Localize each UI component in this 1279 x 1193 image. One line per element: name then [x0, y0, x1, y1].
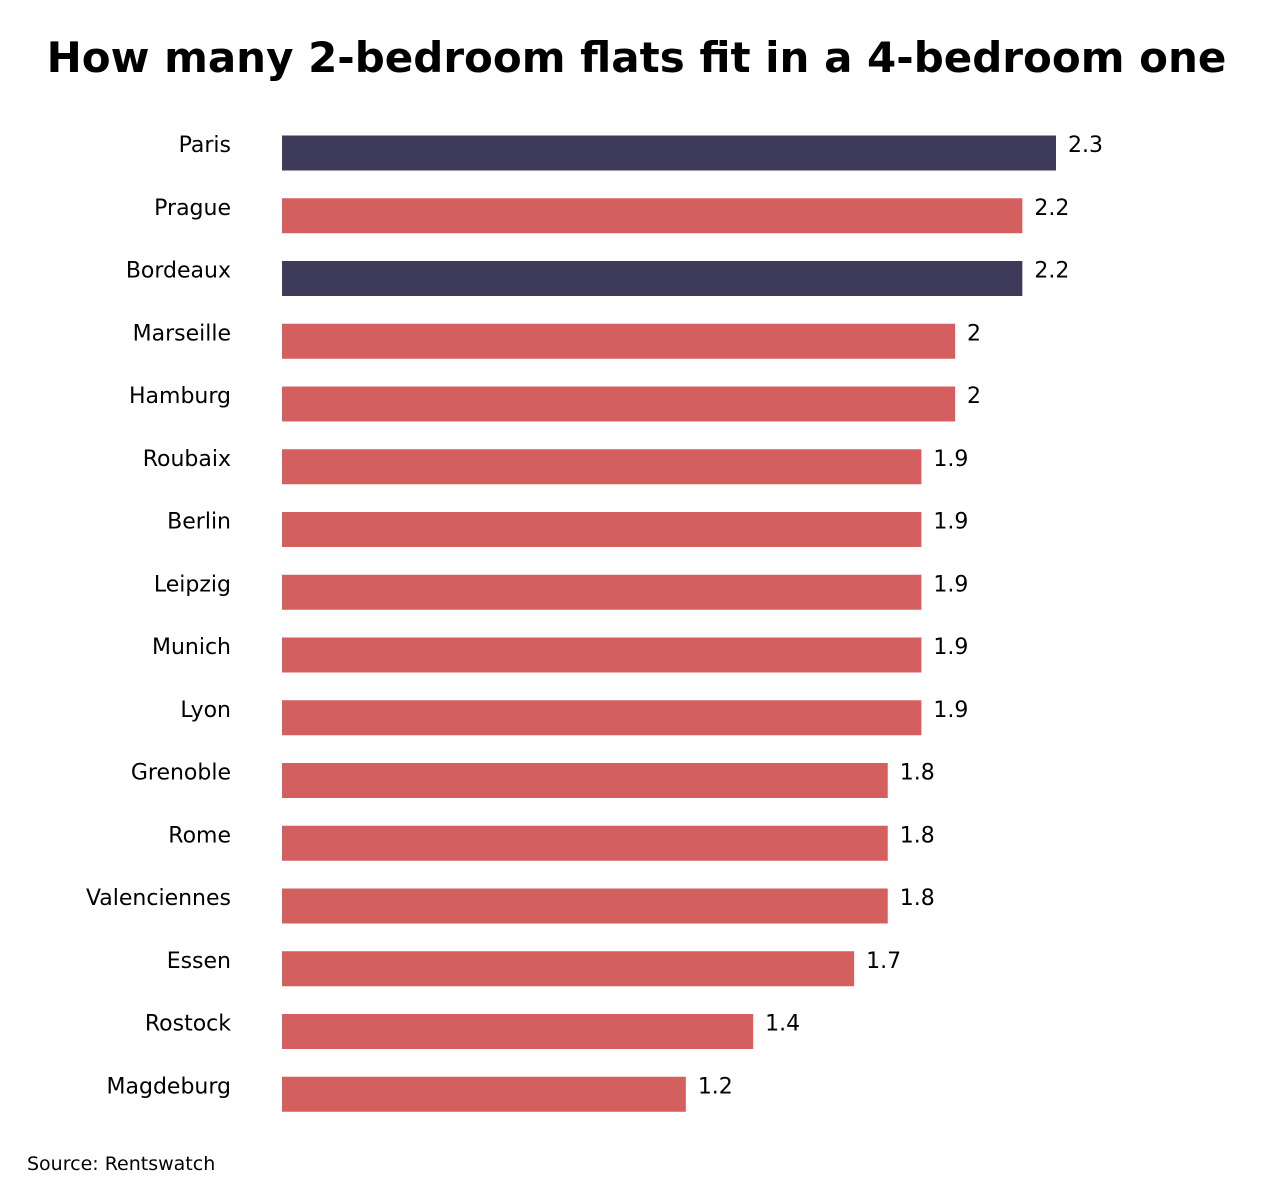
bar-grenoble [282, 763, 888, 798]
bar-berlin [282, 512, 922, 547]
category-label-lyon: Lyon [180, 698, 231, 723]
category-label-hamburg: Hamburg [129, 384, 231, 409]
category-label-rostock: Rostock [145, 1012, 231, 1037]
bar-magdeburg [282, 1076, 686, 1112]
value-label-berlin: 1.9 [933, 510, 968, 535]
bar-essen [282, 951, 855, 987]
bar-bordeaux [282, 261, 1023, 296]
value-label-essen: 1.7 [866, 949, 901, 974]
value-label-leipzig: 1.9 [933, 572, 968, 597]
value-label-magdeburg: 1.2 [698, 1074, 733, 1099]
value-label-grenoble: 1.8 [900, 761, 935, 786]
category-label-munich: Munich [152, 635, 231, 660]
bar-paris [282, 135, 1056, 171]
bar-marseille [282, 323, 956, 359]
value-label-munich: 1.9 [933, 635, 968, 660]
category-label-grenoble: Grenoble [131, 761, 231, 786]
value-label-marseille: 2 [967, 321, 981, 346]
value-label-rostock: 1.4 [765, 1012, 800, 1037]
category-label-berlin: Berlin [167, 510, 231, 535]
category-label-essen: Essen [167, 949, 231, 974]
category-label-rome: Rome [168, 823, 231, 848]
category-label-prague: Prague [154, 196, 231, 221]
bar-roubaix [282, 449, 922, 485]
value-label-paris: 2.3 [1068, 133, 1103, 158]
value-label-hamburg: 2 [967, 384, 981, 409]
category-label-roubaix: Roubaix [143, 447, 231, 472]
category-label-leipzig: Leipzig [154, 572, 231, 597]
bar-leipzig [282, 574, 922, 610]
value-label-bordeaux: 2.2 [1034, 259, 1069, 284]
bar-hamburg [282, 386, 956, 422]
bar-munich [282, 637, 922, 673]
value-label-roubaix: 1.9 [933, 447, 968, 472]
source-note: Source: Rentswatch [27, 1153, 216, 1175]
bar-valenciennes [282, 888, 888, 924]
bar-lyon [282, 700, 922, 736]
value-label-valenciennes: 1.8 [900, 886, 935, 911]
category-label-valenciennes: Valenciennes [86, 886, 231, 911]
category-label-paris: Paris [179, 133, 231, 158]
category-label-bordeaux: Bordeaux [126, 259, 231, 284]
labels-layer: Paris 2.3 Prague 2.2 Bordeaux 2.2 Marseille 2 Ha… [86, 133, 1103, 1099]
category-label-marseille: Marseille [133, 321, 231, 346]
bar-rome [282, 825, 888, 861]
bars-layer [282, 135, 1056, 1112]
chart-title: How many 2-bedroom flats fit in a 4-bedr… [46, 33, 1227, 82]
value-label-lyon: 1.9 [933, 698, 968, 723]
category-label-magdeburg: Magdeburg [107, 1074, 231, 1099]
value-label-rome: 1.8 [900, 823, 935, 848]
bar-prague [282, 198, 1023, 234]
bar-rostock [282, 1014, 754, 1049]
value-label-prague: 2.2 [1034, 196, 1069, 221]
